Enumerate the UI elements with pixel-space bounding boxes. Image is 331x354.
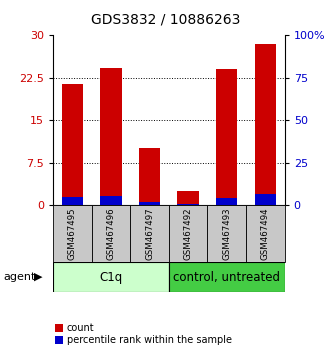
Bar (216, 69, 237, 205)
Legend: count, percentile rank within the sample: count, percentile rank within the sample (51, 319, 236, 349)
Bar (255, 44, 276, 205)
Bar (100, 68, 121, 205)
Text: agent: agent (3, 272, 36, 282)
Text: ▶: ▶ (34, 272, 42, 282)
Bar (139, 148, 160, 205)
Text: GSM467495: GSM467495 (68, 207, 77, 260)
Bar (246, 205, 285, 262)
Bar (216, 198, 237, 205)
Bar (62, 197, 83, 205)
Bar (255, 194, 276, 205)
Text: GSM467493: GSM467493 (222, 207, 231, 260)
Text: GSM467497: GSM467497 (145, 207, 154, 260)
Bar (169, 205, 208, 262)
Text: GSM467492: GSM467492 (184, 207, 193, 260)
Text: GDS3832 / 10886263: GDS3832 / 10886263 (91, 12, 240, 27)
Bar (53, 205, 92, 262)
Bar (130, 205, 169, 262)
Bar (208, 205, 246, 262)
Text: GSM467494: GSM467494 (261, 207, 270, 260)
Bar (169, 262, 285, 292)
Text: GSM467496: GSM467496 (106, 207, 116, 260)
Bar (177, 204, 199, 205)
Text: control, untreated: control, untreated (173, 270, 280, 284)
Bar (92, 205, 130, 262)
Bar (62, 84, 83, 205)
Bar (139, 202, 160, 205)
Text: C1q: C1q (99, 270, 122, 284)
Bar (100, 196, 121, 205)
Bar (53, 262, 169, 292)
Bar (177, 191, 199, 205)
